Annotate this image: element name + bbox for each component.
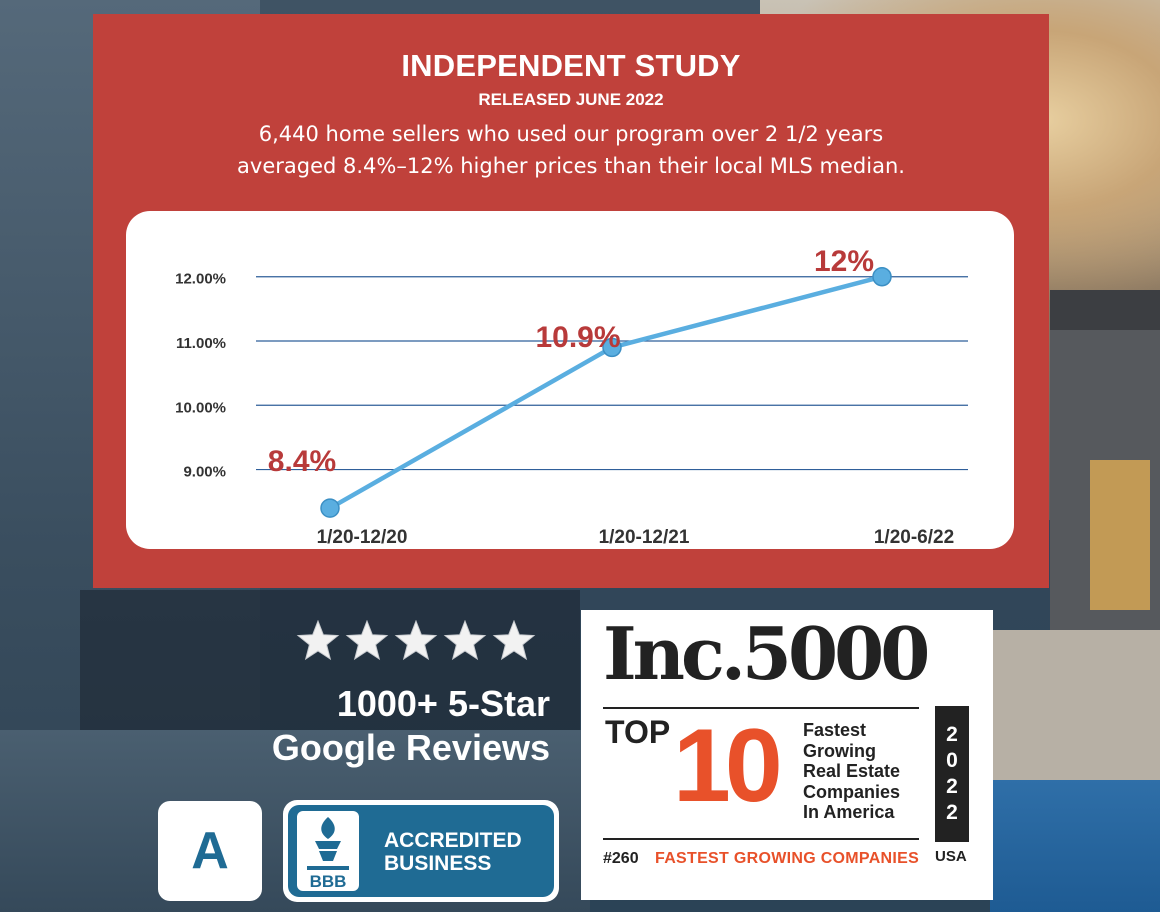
- y-tick-label: 9.00%: [183, 464, 226, 481]
- study-release-date: RELEASED JUNE 2022: [478, 90, 664, 109]
- inc-country: USA: [935, 848, 967, 865]
- inc-year-digit: 0: [946, 749, 958, 772]
- inc-desc-line: Companies: [803, 781, 901, 802]
- inc-desc-line: Growing: [803, 740, 876, 761]
- background-pool: [990, 780, 1160, 912]
- data-label: 10.9%: [535, 321, 620, 354]
- inc-year-digit: 2: [946, 723, 958, 746]
- inc-desc-line: In America: [803, 802, 895, 822]
- background-roof: [1050, 290, 1160, 330]
- background-lit-door: [1090, 460, 1150, 610]
- study-description: 6,440 home sellers who used our program …: [93, 118, 1049, 182]
- google-reviews-text: 1000+ 5-Star Google Reviews: [190, 682, 550, 770]
- inc-rank: #260: [603, 850, 639, 867]
- study-description-line-2: averaged 8.4%–12% higher prices than the…: [237, 154, 905, 178]
- x-tick-label: 1/20-12/20: [317, 527, 408, 548]
- star-icon: [345, 620, 389, 661]
- bbb-accredited-badge: BBB ACCREDITED BUSINESS: [283, 800, 559, 902]
- inc-description: Fastest Growing Real Estate Companies In…: [803, 720, 943, 823]
- y-tick-label: 11.00%: [176, 335, 226, 352]
- bbb-rating-badge: A: [158, 801, 262, 901]
- star-icon: [443, 620, 487, 661]
- inc-divider-bottom: [603, 838, 919, 840]
- bbb-logo: BBB: [297, 811, 359, 891]
- reviews-source: Google Reviews: [271, 727, 550, 768]
- inc-year: 2 0 2 2: [935, 722, 969, 826]
- star-icon: [394, 620, 438, 661]
- star-icon: [492, 620, 536, 661]
- data-point: [320, 498, 340, 518]
- inc-rank-text: FASTEST GROWING COMPANIES: [655, 850, 920, 867]
- bbb-line-1: ACCREDITED: [384, 829, 522, 852]
- series-line: [328, 274, 883, 511]
- five-star-rating: [296, 620, 536, 661]
- x-tick-label: 1/20-12/21: [599, 527, 690, 548]
- inc-5000-badge: Inc.5000 TOP 10 Fastest Growing Real Est…: [581, 610, 993, 900]
- inc-top-label: TOP: [605, 714, 671, 750]
- chart-card: 9.00% 10.00% 11.00% 12.00% 8.4% 10.9% 12% 1/20-…: [126, 211, 1014, 549]
- data-label: 8.4%: [268, 445, 336, 478]
- bbb-torch-icon: BBB: [307, 817, 349, 891]
- bbb-badge-body: BBB ACCREDITED BUSINESS: [288, 805, 554, 897]
- y-tick-label: 12.00%: [175, 271, 226, 288]
- inc-year-bar: 2 0 2 2: [935, 706, 969, 842]
- x-tick-label: 1/20-6/22: [874, 527, 954, 548]
- bbb-line-2: BUSINESS: [384, 852, 492, 875]
- inc-desc-line: Real Estate: [803, 761, 901, 781]
- data-point: [872, 266, 892, 287]
- data-point: [602, 337, 622, 358]
- inc-divider-top: [603, 707, 919, 709]
- study-panel: INDEPENDENT STUDY RELEASED JUNE 2022 6,4…: [93, 14, 1049, 588]
- inc-desc-line: Fastest: [803, 720, 867, 740]
- star-icon: [296, 620, 340, 661]
- inc-5000-logo: Inc.5000: [603, 611, 930, 696]
- study-description-line-1: 6,440 home sellers who used our program …: [258, 122, 884, 146]
- y-tick-label: 10.00%: [175, 399, 226, 416]
- bbb-logo-text: BBB: [310, 872, 347, 891]
- inc-top-number: 10: [673, 708, 783, 824]
- study-title: INDEPENDENT STUDY: [401, 48, 741, 83]
- background-glass-wall: [80, 590, 580, 730]
- inc-year-digit: 2: [946, 801, 958, 824]
- data-label: 12%: [814, 245, 874, 278]
- bbb-grade: A: [191, 822, 229, 880]
- line-chart: 9.00% 10.00% 11.00% 12.00% 8.4% 10.9% 12% 1/20-…: [175, 245, 968, 548]
- inc-year-digit: 2: [946, 775, 958, 798]
- bbb-accredited-text: ACCREDITED BUSINESS: [384, 829, 522, 875]
- background-patio: [990, 630, 1160, 780]
- reviews-count: 1000+ 5-Star: [336, 683, 550, 724]
